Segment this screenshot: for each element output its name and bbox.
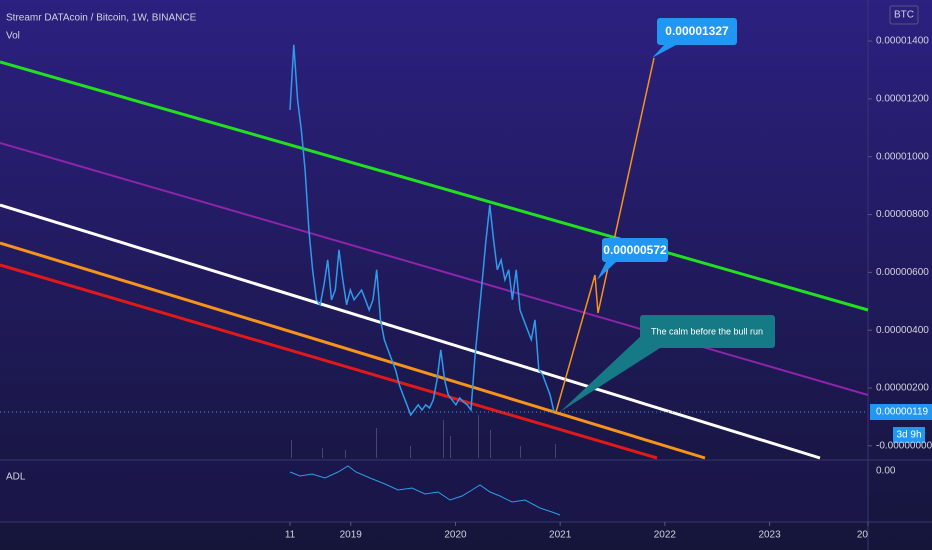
callout-box <box>657 18 737 45</box>
last-price-label: 0.00000119 <box>876 407 929 418</box>
callout-box <box>602 238 668 262</box>
annotation: The calm before the bull run <box>651 326 763 336</box>
trend-line <box>0 241 706 460</box>
x-tick-label: 2020 <box>444 530 467 541</box>
subtitle: Vol <box>6 31 20 42</box>
x-tick-label: 20 <box>857 530 869 541</box>
indicator-tick: 0.00 <box>876 466 896 477</box>
x-tick-label: 11 <box>285 530 296 541</box>
projection-path <box>555 57 655 413</box>
annotation: 0.00001327 <box>665 24 729 38</box>
y-tick-label: 0.00001400 <box>876 36 929 47</box>
y-tick-label: 0.00000200 <box>876 383 929 394</box>
x-tick-label: 2022 <box>654 530 677 541</box>
trend-line <box>0 203 821 460</box>
callout-pointer <box>560 335 660 412</box>
adl-line <box>289 465 561 516</box>
currency: BTC <box>894 10 914 21</box>
annotation: 0.00000572 <box>603 243 667 257</box>
trend-line <box>0 263 658 460</box>
x-tick-label: 2021 <box>549 530 572 541</box>
adl-panel <box>0 460 868 522</box>
x-tick-label: 2023 <box>758 530 781 541</box>
last-price-tag <box>870 404 932 420</box>
y-tick-label: 0.00001200 <box>876 94 929 105</box>
currency-box <box>889 5 919 25</box>
callout-box <box>640 315 775 348</box>
y-tick-label: 0.00000800 <box>876 209 929 220</box>
countdown: 3d 9h <box>896 430 921 441</box>
trend-line <box>0 60 869 312</box>
chart-title: Streamr DATAcoin / Bitcoin, 1W, BINANCE <box>6 13 197 24</box>
trend-lines <box>0 60 869 460</box>
volume-bars <box>291 415 556 458</box>
y-tick-label: -0.00000000 <box>876 440 932 451</box>
callout-pointer <box>597 262 616 280</box>
x-tick-label: 2019 <box>340 530 363 541</box>
countdown-tag <box>893 427 925 443</box>
y-tick-label: 0.00000400 <box>876 325 929 336</box>
price-line <box>289 44 555 417</box>
y-tick-label: 0.00001000 <box>876 151 929 162</box>
trend-line <box>0 142 869 396</box>
callout-pointer <box>652 45 676 58</box>
y-tick-label: 0.00000600 <box>876 267 929 278</box>
indicator-name: ADL <box>6 472 26 483</box>
